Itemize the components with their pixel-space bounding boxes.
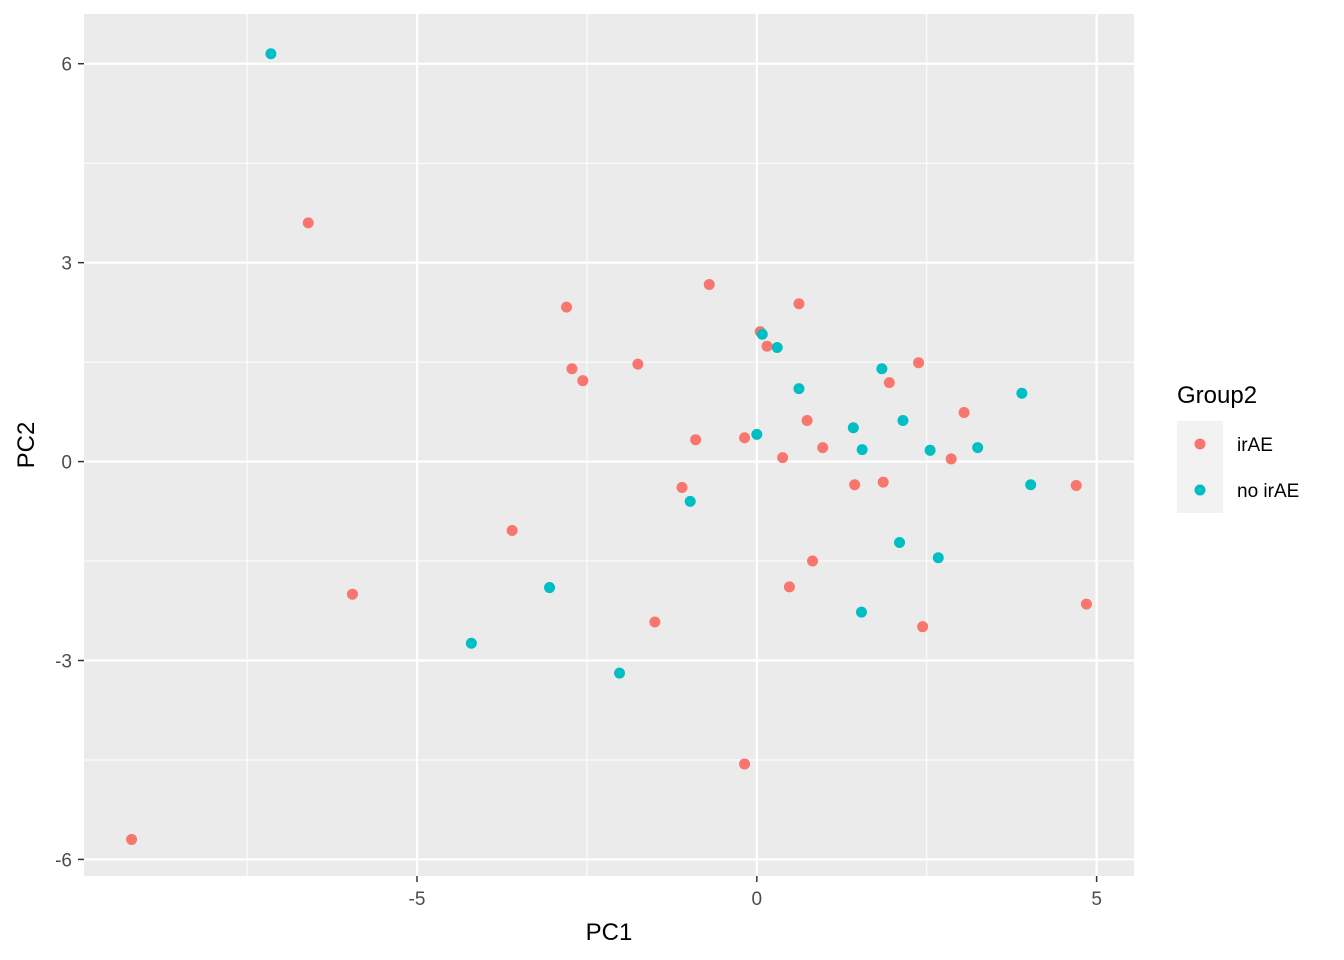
y-tick-label: -6 bbox=[55, 850, 72, 871]
point-irae bbox=[817, 442, 829, 454]
plot-panel bbox=[84, 14, 1134, 876]
point-irae bbox=[561, 301, 573, 313]
point-no-irae bbox=[465, 637, 477, 649]
y-tick-label: 3 bbox=[61, 254, 72, 275]
point-irae bbox=[577, 375, 589, 387]
point-irae bbox=[777, 452, 789, 464]
x-tick-label: 5 bbox=[1091, 889, 1102, 910]
x-tick-label: -5 bbox=[409, 889, 426, 910]
point-no-irae bbox=[771, 342, 783, 354]
legend-title: Group2 bbox=[1177, 382, 1257, 409]
point-irae bbox=[849, 479, 861, 491]
point-irae bbox=[877, 476, 889, 488]
point-irae bbox=[1070, 479, 1082, 491]
y-tick-label: 6 bbox=[61, 55, 72, 76]
point-no-irae bbox=[855, 606, 867, 618]
point-no-irae bbox=[793, 383, 805, 395]
legend-key-iraE bbox=[1194, 438, 1206, 450]
grid-major bbox=[84, 14, 1134, 876]
point-irae bbox=[761, 340, 773, 352]
point-irae bbox=[649, 616, 661, 628]
point-irae bbox=[801, 414, 813, 426]
point-no-irae bbox=[1025, 479, 1037, 491]
point-no-irae bbox=[894, 536, 906, 548]
legend-label-no-irae: no irAE bbox=[1237, 481, 1299, 502]
point-irae bbox=[506, 525, 518, 537]
point-irae bbox=[883, 377, 895, 389]
point-irae bbox=[913, 357, 925, 369]
point-irae bbox=[793, 298, 805, 310]
point-irae bbox=[739, 432, 751, 444]
point-irae bbox=[676, 481, 688, 493]
grid-minor bbox=[84, 14, 1134, 876]
x-axis: -5 0 5 bbox=[409, 876, 1102, 910]
point-irae bbox=[126, 834, 138, 846]
point-irae bbox=[690, 434, 702, 446]
y-tick-label: -3 bbox=[55, 652, 72, 673]
point-no-irae bbox=[265, 48, 277, 60]
point-irae bbox=[566, 363, 578, 375]
point-no-irae bbox=[897, 414, 909, 426]
point-no-irae bbox=[924, 444, 936, 456]
point-no-irae bbox=[1016, 387, 1028, 399]
point-no-irae bbox=[684, 495, 696, 507]
y-axis-title: PC2 bbox=[13, 422, 40, 469]
legend: Group2 irAE no irAE bbox=[1177, 382, 1299, 513]
legend-key-no-irae bbox=[1194, 484, 1206, 496]
point-irae bbox=[632, 358, 644, 370]
point-no-irae bbox=[751, 428, 763, 440]
point-irae bbox=[783, 581, 795, 593]
point-irae bbox=[739, 758, 751, 770]
point-irae bbox=[1080, 598, 1092, 610]
point-no-irae bbox=[544, 582, 556, 594]
y-tick-label: 0 bbox=[61, 453, 72, 474]
data-points bbox=[126, 48, 1092, 846]
x-axis-title: PC1 bbox=[586, 919, 633, 946]
x-tick-label: 0 bbox=[752, 889, 763, 910]
point-no-irae bbox=[756, 328, 768, 340]
point-no-irae bbox=[847, 422, 859, 434]
point-no-irae bbox=[876, 363, 888, 375]
point-no-irae bbox=[856, 444, 868, 456]
point-irae bbox=[346, 588, 358, 600]
y-axis: -6 -3 0 3 6 bbox=[55, 55, 84, 871]
point-irae bbox=[302, 217, 314, 229]
legend-label-irae: irAE bbox=[1237, 435, 1273, 456]
point-irae bbox=[958, 407, 970, 419]
point-no-irae bbox=[614, 667, 626, 679]
legend-key-background bbox=[1177, 421, 1223, 513]
point-irae bbox=[917, 621, 929, 633]
point-irae bbox=[807, 555, 819, 567]
point-irae bbox=[703, 279, 715, 291]
point-no-irae bbox=[972, 442, 984, 454]
point-no-irae bbox=[932, 552, 944, 564]
point-irae bbox=[945, 453, 957, 465]
